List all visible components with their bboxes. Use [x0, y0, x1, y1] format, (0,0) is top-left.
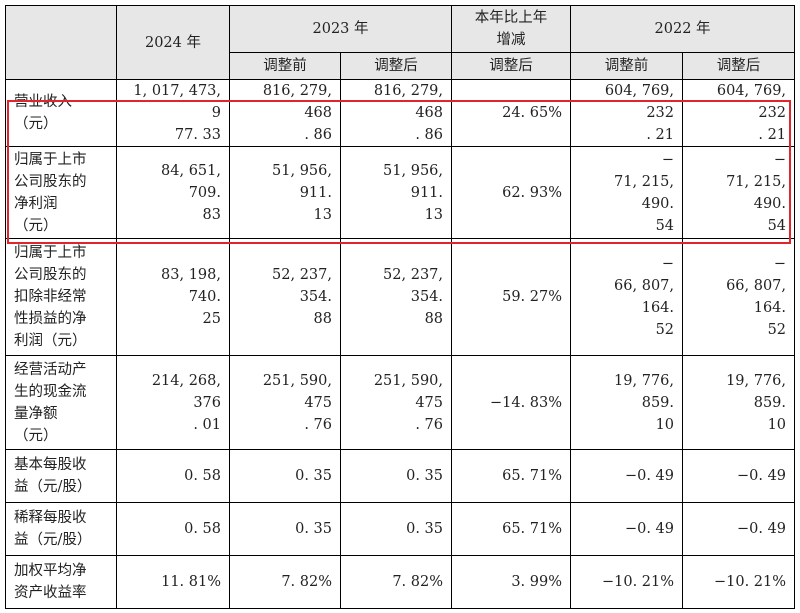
row-label: 归属于上市 公司股东的 扣除非经常 性损益的净 利润（元）: [5, 238, 117, 356]
value-2022-before: − 71, 215, 490. 54: [570, 146, 684, 239]
table-row-basic-eps: 基本每股收 益（元/股） 0. 58 0. 35 0. 35 65. 71% −…: [5, 449, 796, 503]
row-label: 基本每股收 益（元/股）: [5, 449, 117, 503]
value-2022-after: 604, 769, 232 . 21: [682, 79, 796, 147]
value-change: −14. 83%: [451, 355, 572, 450]
value-2024: 0. 58: [116, 449, 230, 503]
value-2022-after: 19, 776, 859. 10: [682, 355, 796, 450]
value-2023-after: 51, 956, 911. 13: [339, 146, 453, 239]
header-2023: 2023 年: [228, 5, 453, 53]
value-change: 65. 71%: [451, 502, 572, 556]
value-change: 62. 93%: [451, 146, 572, 239]
value-change: 65. 71%: [451, 449, 572, 503]
value-2024: 0. 58: [116, 502, 230, 556]
value-2022-before: 19, 776, 859. 10: [570, 355, 684, 450]
value-2022-after: − 71, 215, 490. 54: [682, 146, 796, 239]
table-row-net-profit-deducted: 归属于上市 公司股东的 扣除非经常 性损益的净 利润（元） 83, 198, 7…: [5, 238, 796, 356]
value-2023-after: 0. 35: [339, 449, 453, 503]
table-row-weighted-roe: 加权平均净 资产收益率 11. 81% 7. 82% 7. 82% 3. 99%…: [5, 555, 796, 609]
value-2023-after: 52, 237, 354. 88: [339, 238, 453, 356]
header-change: 本年比上年 增减: [451, 5, 572, 53]
value-2023-after: 816, 279, 468 . 86: [339, 79, 453, 147]
value-2024: 84, 651, 709. 83: [116, 146, 230, 239]
table-row-net-profit: 归属于上市 公司股东的 净利润 （元） 84, 651, 709. 83 51,…: [5, 146, 796, 239]
value-2023-before: 52, 237, 354. 88: [229, 238, 341, 356]
value-2022-after: − 66, 807, 164. 52: [682, 238, 796, 356]
value-2023-before: 51, 956, 911. 13: [229, 146, 341, 239]
value-2023-before: 816, 279, 468 . 86: [229, 79, 341, 147]
header-2022-after-adjustment: 调整后: [682, 52, 796, 80]
header-change-after-adjustment: 调整后: [451, 52, 572, 80]
row-label: 归属于上市 公司股东的 净利润 （元）: [5, 146, 117, 239]
value-2024: 11. 81%: [116, 555, 230, 609]
row-label: 稀释每股收 益（元/股）: [5, 502, 117, 556]
value-change: 3. 99%: [451, 555, 572, 609]
value-change: 59. 27%: [451, 238, 572, 356]
financial-summary-table: 2024 年 2023 年 本年比上年 增减 2022 年 调整前 调整后 调整…: [5, 5, 796, 609]
header-2023-before-adjustment: 调整前: [229, 52, 341, 80]
value-2024: 83, 198, 740. 25: [116, 238, 230, 356]
row-label: 营业收入 （元）: [5, 79, 117, 147]
header-2022: 2022 年: [570, 5, 796, 53]
row-label: 加权平均净 资产收益率: [5, 555, 117, 609]
value-2022-before: −10. 21%: [570, 555, 684, 609]
header-2023-after-adjustment: 调整后: [339, 52, 453, 80]
value-2023-before: 251, 590, 475 . 76: [229, 355, 341, 450]
value-2023-before: 7. 82%: [229, 555, 341, 609]
value-2022-after: −0. 49: [682, 502, 796, 556]
value-2022-before: 604, 769, 232 . 21: [570, 79, 684, 147]
value-2024: 214, 268, 376 . 01: [116, 355, 230, 450]
value-2022-before: − 66, 807, 164. 52: [570, 238, 684, 356]
value-change: 24. 65%: [451, 79, 572, 147]
table-row-revenue: 营业收入 （元） 1, 017, 473, 9 77. 33 816, 279,…: [5, 79, 796, 147]
value-2022-after: −0. 49: [682, 449, 796, 503]
value-2023-after: 0. 35: [339, 502, 453, 556]
value-2022-before: −0. 49: [570, 502, 684, 556]
value-2023-after: 251, 590, 475 . 76: [339, 355, 453, 450]
table-row-diluted-eps: 稀释每股收 益（元/股） 0. 58 0. 35 0. 35 65. 71% −…: [5, 502, 796, 556]
value-2022-before: −0. 49: [570, 449, 684, 503]
header-2022-before-adjustment: 调整前: [570, 52, 684, 80]
value-2022-after: −10. 21%: [682, 555, 796, 609]
header-corner-cell: [5, 5, 117, 80]
table-row-operating-cash-flow: 经营活动产 生的现金流 量净额 （元） 214, 268, 376 . 01 2…: [5, 355, 796, 450]
value-2024: 1, 017, 473, 9 77. 33: [116, 79, 230, 147]
value-2023-after: 7. 82%: [339, 555, 453, 609]
value-2023-before: 0. 35: [229, 502, 341, 556]
header-2024: 2024 年: [116, 5, 230, 80]
row-label: 经营活动产 生的现金流 量净额 （元）: [5, 355, 117, 450]
value-2023-before: 0. 35: [229, 449, 341, 503]
